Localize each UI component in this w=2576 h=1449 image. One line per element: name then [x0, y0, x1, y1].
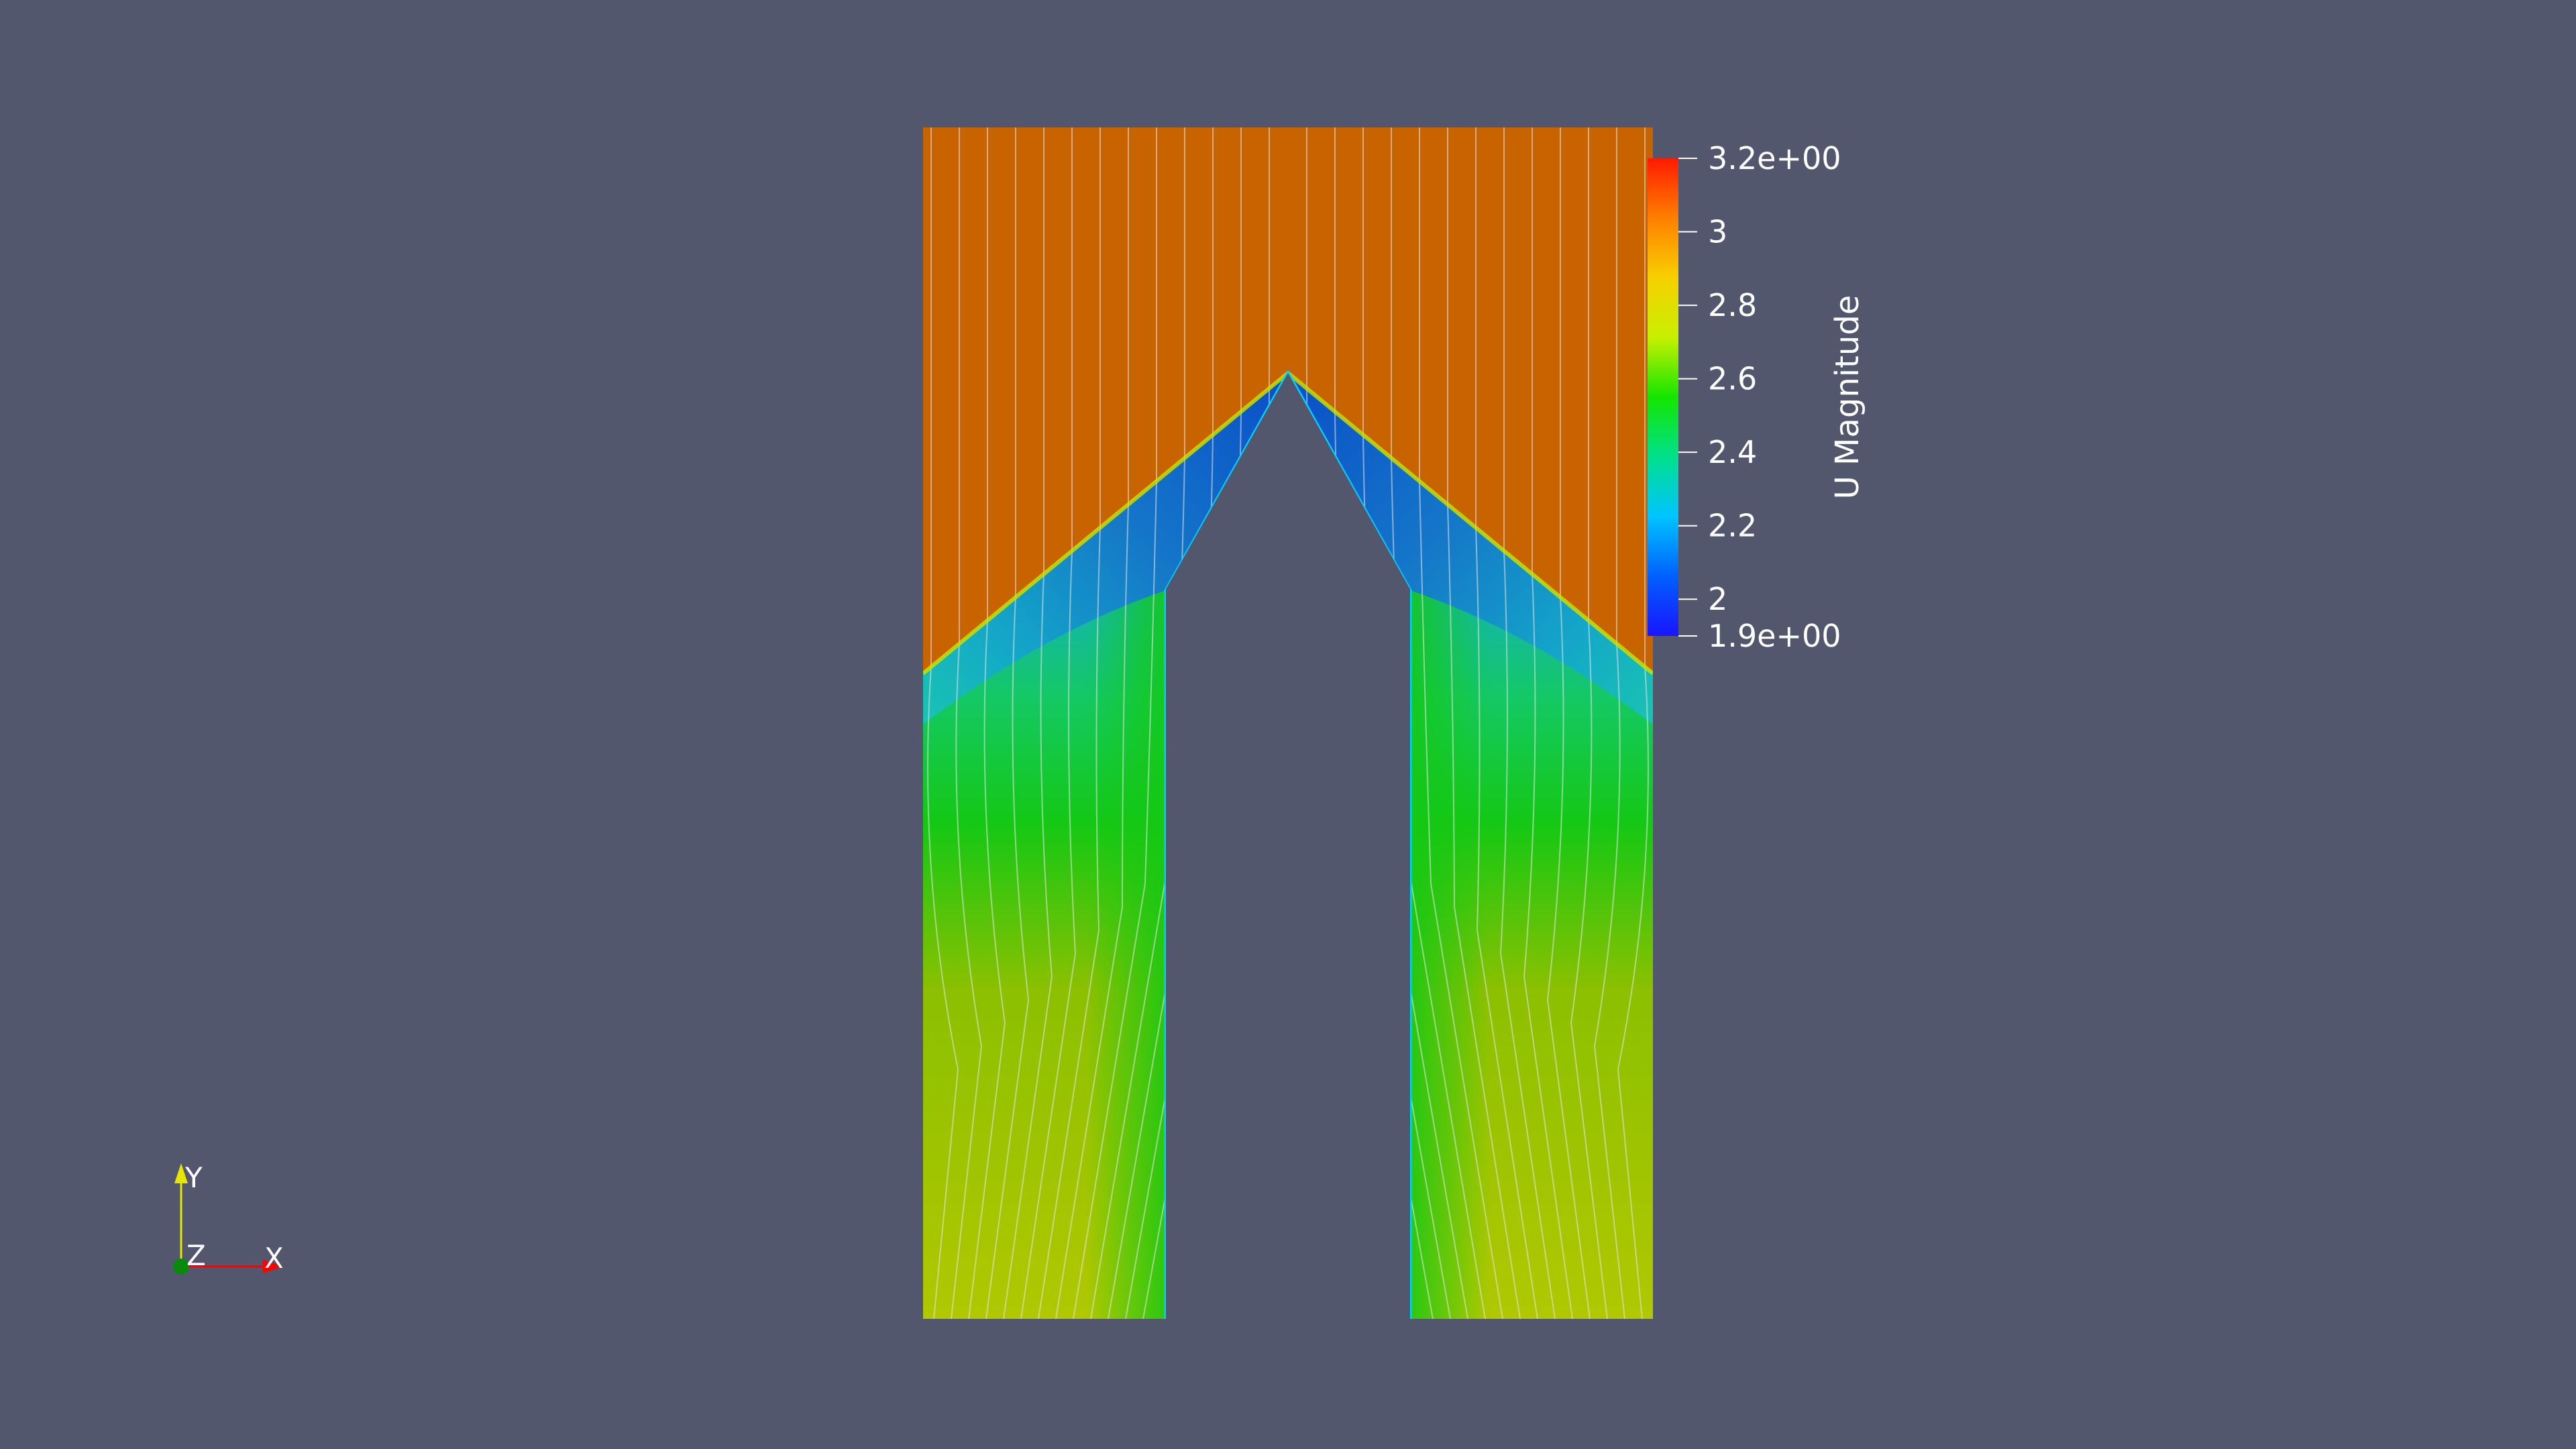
- colorbar-tick-label: 2.2: [1708, 508, 1757, 544]
- body-edge: [1164, 369, 1412, 1319]
- z-axis-dot: [173, 1258, 189, 1275]
- streamline-right: [1570, 127, 1608, 1319]
- shock-edge-left: [923, 371, 1289, 676]
- colorbar-ticks: 3.2e+00 3 2.8 2.6 2.4 2.2 21.9e+00: [1678, 140, 1841, 654]
- streamline-left: [985, 127, 1030, 1319]
- streamline-right: [1546, 127, 1591, 1319]
- streamline-left: [1003, 127, 1053, 1319]
- streamline-left: [968, 127, 1006, 1319]
- streamlines: [927, 127, 1649, 1319]
- x-axis-arrow: [263, 1260, 283, 1273]
- streamline-right: [1447, 127, 1521, 1319]
- colorbar-tick-label: 3: [1708, 214, 1727, 250]
- streamline-left: [951, 127, 983, 1319]
- streamline-right: [1499, 127, 1556, 1319]
- colorbar-tick-label: 2.6: [1708, 361, 1757, 397]
- wall-layer-right: [1410, 590, 1489, 1319]
- y-axis-arrow: [174, 1163, 188, 1183]
- x-axis-label: X: [264, 1242, 284, 1275]
- colorbar-tick-label: 3.2e+00: [1708, 140, 1841, 176]
- streamline-left: [1073, 127, 1157, 1319]
- orientation-axes[interactable]: Y Z X: [173, 1161, 284, 1275]
- colorbar-tick-label: 2.4: [1708, 434, 1757, 470]
- colorbar-tick-label: 1.9e+00: [1708, 618, 1841, 654]
- shock-edge-right: [1287, 371, 1653, 676]
- colorbar-title: U Magnitude: [1829, 295, 1866, 500]
- streamline-left: [1055, 127, 1129, 1319]
- flow-field-render: [923, 127, 1653, 1319]
- streamline-left: [927, 127, 959, 1319]
- streamline-right: [1475, 127, 1538, 1319]
- streamline-right: [1523, 127, 1573, 1319]
- colorbar-tick-label: 2: [1708, 581, 1727, 617]
- y-axis-label: Y: [184, 1161, 203, 1194]
- streamline-right: [1419, 127, 1503, 1319]
- streamline-right: [1593, 127, 1625, 1319]
- streamline-left: [1038, 127, 1101, 1319]
- wall-layer-left: [1087, 590, 1166, 1319]
- color-legend[interactable]: 3.2e+00 3 2.8 2.6 2.4 2.2 21.9e+00 U Magnitude: [1648, 140, 1866, 654]
- streamline-right: [1617, 127, 1649, 1319]
- streamline-left: [1020, 127, 1077, 1319]
- z-axis-label: Z: [186, 1239, 206, 1272]
- colorbar-tick-label: 2.8: [1708, 287, 1757, 323]
- colorbar-gradient: [1648, 158, 1678, 636]
